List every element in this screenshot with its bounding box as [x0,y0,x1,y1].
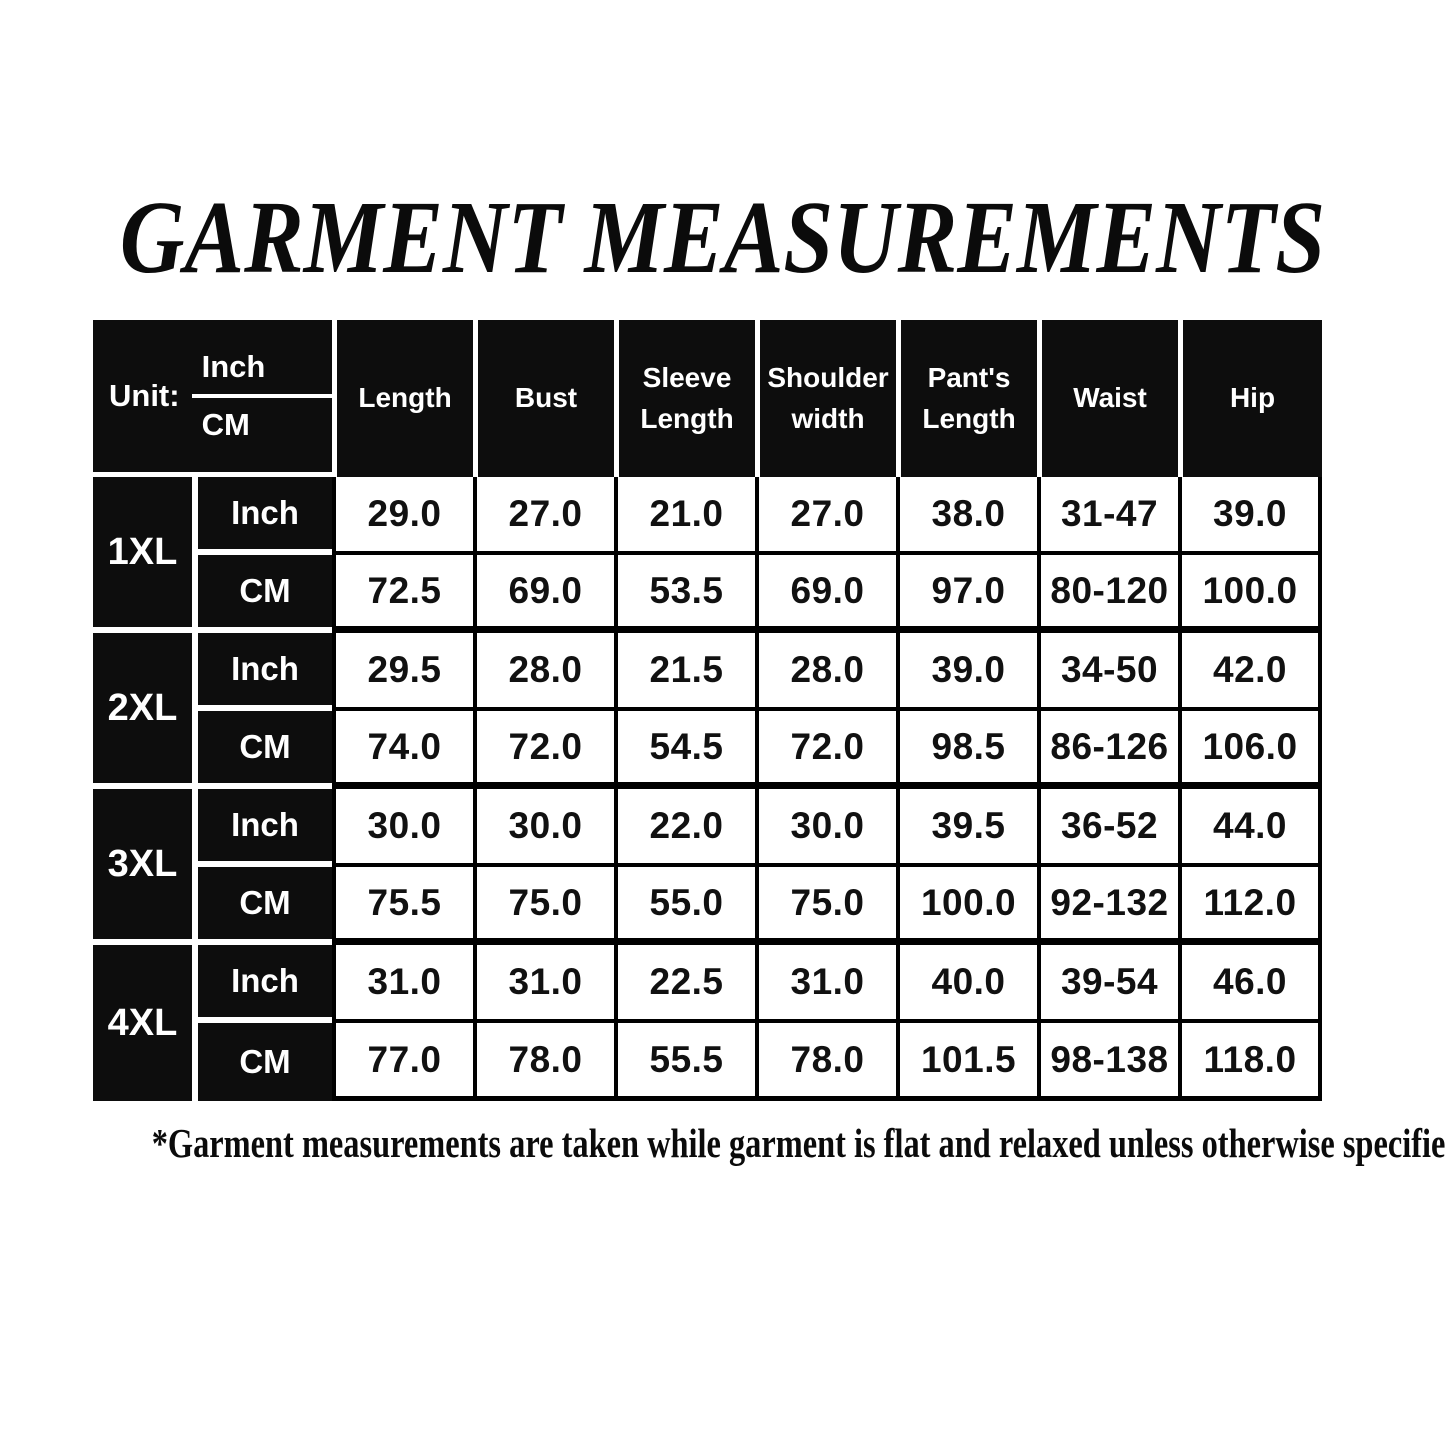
cell-3xl-cm-bust: 75.0 [473,867,615,945]
row-unit-inch: Inch [198,477,333,555]
row-3xl-inch: 3XL Inch 30.0 30.0 22.0 30.0 39.5 36-52 … [93,789,1322,945]
cell-1xl-cm-hip: 100.0 [1178,555,1322,633]
cell-1xl-inch-sleeve: 21.0 [614,477,756,555]
cell-4xl-cm-length: 77.0 [332,1023,474,1101]
cell-1xl-inch-pants: 38.0 [896,477,1038,555]
cell-4xl-cm-hip: 118.0 [1178,1023,1322,1101]
cell-1xl-cm-length: 72.5 [332,555,474,633]
footnote: *Garment measurements are taken while ga… [151,1120,1445,1166]
page-title: GARMENT MEASUREMENTS [119,180,1326,295]
row-unit-cm: CM [198,867,333,945]
cell-4xl-cm-shoulder: 78.0 [755,1023,897,1101]
cell-4xl-cm-sleeve: 55.5 [614,1023,756,1101]
cell-4xl-inch-shoulder: 31.0 [755,945,897,1023]
size-label-2xl: 2XL [93,633,198,789]
cell-2xl-inch-sleeve: 21.5 [614,633,756,711]
cell-4xl-inch-hip: 46.0 [1178,945,1322,1023]
unit-header-cell: Unit: Inch CM [93,320,333,477]
cell-4xl-inch-sleeve: 22.5 [614,945,756,1023]
cell-3xl-cm-waist: 92-132 [1037,867,1179,945]
cell-2xl-inch-bust: 28.0 [473,633,615,711]
row-unit-cm: CM [198,555,333,633]
column-header-hip: Hip [1178,320,1322,477]
cell-3xl-cm-sleeve: 55.0 [614,867,756,945]
cell-1xl-inch-hip: 39.0 [1178,477,1322,555]
cell-1xl-inch-length: 29.0 [332,477,474,555]
cell-3xl-inch-hip: 44.0 [1178,789,1322,867]
row-4xl-inch: 4XL Inch 31.0 31.0 22.5 31.0 40.0 39-54 … [93,945,1322,1101]
row-unit-inch: Inch [198,945,333,1023]
row-unit-inch: Inch [198,789,333,867]
cell-2xl-inch-length: 29.5 [332,633,474,711]
size-label-4xl: 4XL [93,945,198,1101]
cell-2xl-cm-length: 74.0 [332,711,474,789]
cell-1xl-cm-shoulder: 69.0 [755,555,897,633]
garment-measurements-table: Unit: Inch CM Length Bust Sleeve Length … [93,320,1322,1101]
cell-3xl-inch-waist: 36-52 [1037,789,1179,867]
cell-3xl-cm-length: 75.5 [332,867,474,945]
row-1xl-inch: 1XL Inch 29.0 27.0 21.0 27.0 38.0 31-47 … [93,477,1322,633]
size-label-1xl: 1XL [93,477,198,633]
cell-3xl-cm-shoulder: 75.0 [755,867,897,945]
cell-3xl-inch-length: 30.0 [332,789,474,867]
row-1xl-cm: CM 72.5 69.0 53.5 69.0 97.0 80-120 100.0 [93,555,1322,633]
cell-1xl-cm-bust: 69.0 [473,555,615,633]
cell-1xl-cm-sleeve: 53.5 [614,555,756,633]
cell-4xl-inch-bust: 31.0 [473,945,615,1023]
column-header-pants-length: Pant's Length [896,320,1038,477]
cell-3xl-cm-hip: 112.0 [1178,867,1322,945]
cell-2xl-cm-waist: 86-126 [1037,711,1179,789]
cell-1xl-cm-pants: 97.0 [896,555,1038,633]
column-header-waist: Waist [1037,320,1179,477]
row-2xl-inch: 2XL Inch 29.5 28.0 21.5 28.0 39.0 34-50 … [93,633,1322,789]
cell-2xl-cm-sleeve: 54.5 [614,711,756,789]
cell-1xl-inch-bust: 27.0 [473,477,615,555]
cell-1xl-cm-waist: 80-120 [1037,555,1179,633]
cell-4xl-inch-pants: 40.0 [896,945,1038,1023]
cell-3xl-cm-pants: 100.0 [896,867,1038,945]
cell-3xl-inch-bust: 30.0 [473,789,615,867]
cell-4xl-cm-waist: 98-138 [1037,1023,1179,1101]
header-row: Unit: Inch CM Length Bust Sleeve Length … [93,320,1322,477]
cell-3xl-inch-shoulder: 30.0 [755,789,897,867]
row-3xl-cm: CM 75.5 75.0 55.0 75.0 100.0 92-132 112.… [93,867,1322,945]
cell-4xl-inch-waist: 39-54 [1037,945,1179,1023]
row-4xl-cm: CM 77.0 78.0 55.5 78.0 101.5 98-138 118.… [93,1023,1322,1101]
row-unit-inch: Inch [198,633,333,711]
row-2xl-cm: CM 74.0 72.0 54.5 72.0 98.5 86-126 106.0 [93,711,1322,789]
row-unit-cm: CM [198,711,333,789]
column-header-length: Length [332,320,474,477]
cell-4xl-cm-pants: 101.5 [896,1023,1038,1101]
cell-3xl-inch-pants: 39.5 [896,789,1038,867]
row-unit-cm: CM [198,1023,333,1101]
cell-2xl-inch-shoulder: 28.0 [755,633,897,711]
column-header-shoulder-width: Shoulder width [755,320,897,477]
column-header-bust: Bust [473,320,615,477]
size-label-3xl: 3XL [93,789,198,945]
cell-2xl-cm-pants: 98.5 [896,711,1038,789]
unit-inch-label: Inch [191,349,333,398]
unit-header-content: Unit: Inch CM [93,320,333,472]
unit-fraction: Inch CM [191,349,333,443]
unit-label: Unit: [109,378,180,413]
cell-3xl-inch-sleeve: 22.0 [614,789,756,867]
cell-4xl-cm-bust: 78.0 [473,1023,615,1101]
unit-cm-label: CM [201,407,250,442]
cell-1xl-inch-shoulder: 27.0 [755,477,897,555]
cell-2xl-cm-shoulder: 72.0 [755,711,897,789]
cell-2xl-cm-bust: 72.0 [473,711,615,789]
cell-2xl-inch-pants: 39.0 [896,633,1038,711]
cell-4xl-inch-length: 31.0 [332,945,474,1023]
cell-1xl-inch-waist: 31-47 [1037,477,1179,555]
cell-2xl-inch-waist: 34-50 [1037,633,1179,711]
column-header-sleeve-length: Sleeve Length [614,320,756,477]
cell-2xl-cm-hip: 106.0 [1178,711,1322,789]
cell-2xl-inch-hip: 42.0 [1178,633,1322,711]
